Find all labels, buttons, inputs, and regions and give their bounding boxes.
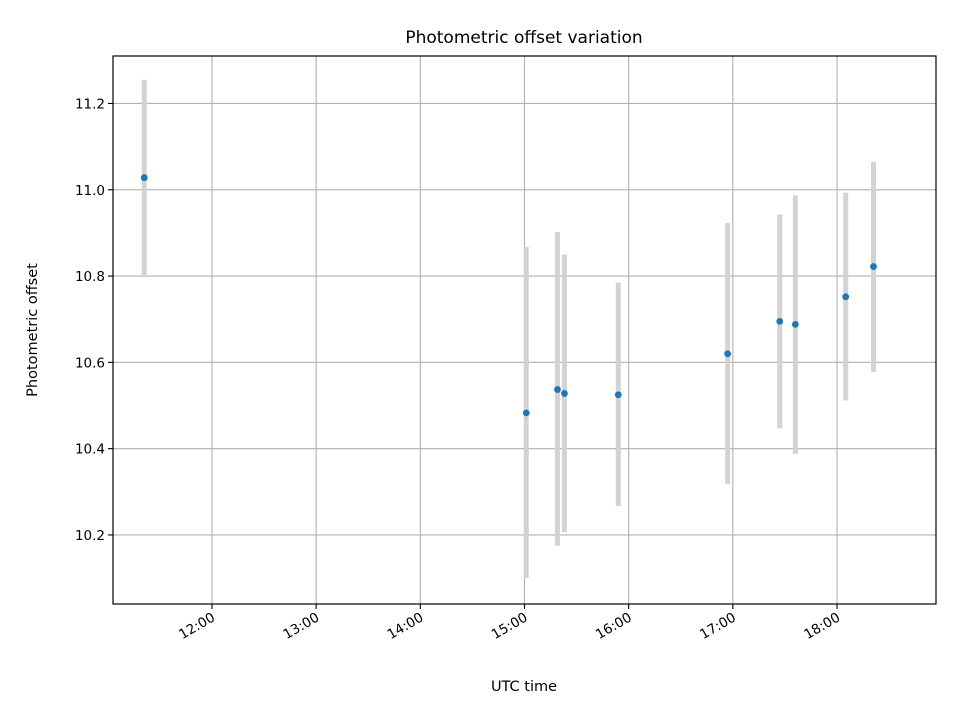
x-axis-title: UTC time [491, 679, 557, 695]
data-point [522, 409, 530, 417]
data-point [842, 293, 850, 301]
data-point [724, 350, 732, 358]
data-point [140, 174, 148, 182]
y-axis-title: Photometric offset [25, 263, 41, 397]
y-tick-label: 10.6 [75, 355, 105, 371]
data-point [776, 317, 784, 325]
data-point [561, 390, 568, 397]
data-point [614, 391, 622, 399]
y-tick-label: 10.8 [75, 269, 105, 285]
y-axis-ticks: 10.2 10.4 10.6 10.8 11.0 11.2 [75, 96, 113, 544]
data-point [791, 320, 799, 328]
y-tick-label: 11.0 [75, 183, 105, 199]
data-points [140, 174, 877, 417]
y-tick-label: 10.4 [75, 442, 105, 458]
data-point [554, 386, 561, 393]
y-tick-label: 11.2 [75, 96, 105, 112]
data-point [870, 263, 877, 270]
y-tick-label: 10.2 [75, 528, 105, 544]
chart-title: Photometric offset variation [405, 28, 642, 48]
